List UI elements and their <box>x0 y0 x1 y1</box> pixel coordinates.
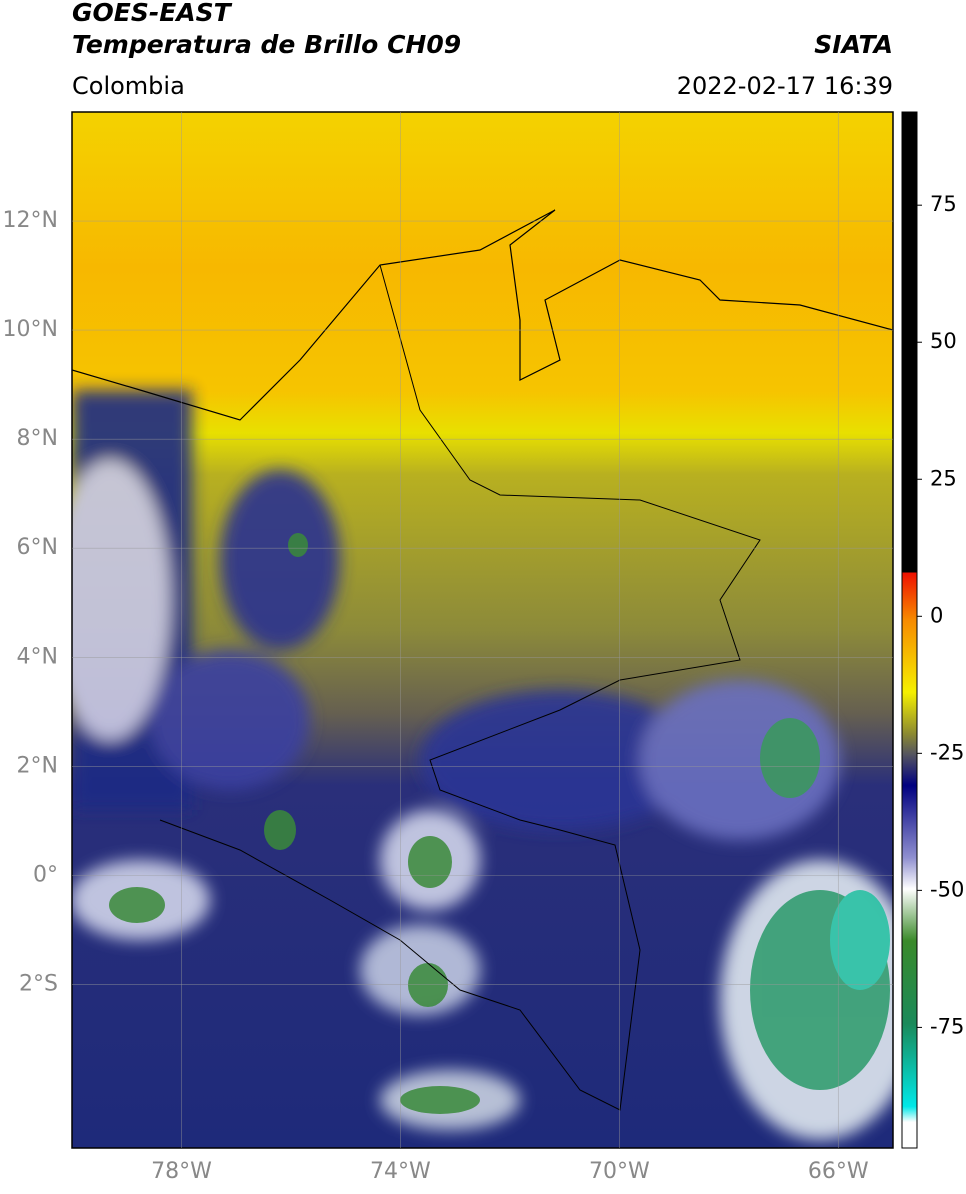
colorbar-tick-label: 25 <box>930 466 957 490</box>
source: SIATA <box>814 30 893 59</box>
colorbar-tick-label: 50 <box>930 329 957 353</box>
colorbar-tick-label: -25 <box>930 740 964 764</box>
colorbar-tick-label: 75 <box>930 192 957 216</box>
region: Colombia <box>72 72 185 100</box>
colorbar-tick-label: 0 <box>930 603 943 627</box>
y-tick-label: 12°N <box>3 208 58 233</box>
x-tick-label: 78°W <box>151 1159 212 1184</box>
y-tick-label: 6°N <box>17 535 58 560</box>
title: GOES-EAST <box>72 0 233 27</box>
y-tick-label: 8°N <box>17 426 58 451</box>
datetime: 2022-02-17 16:39 <box>677 72 893 100</box>
x-tick-label: 66°W <box>808 1159 869 1184</box>
colorbar-tick-label: -75 <box>930 1014 964 1038</box>
x-tick-label: 74°W <box>370 1159 431 1184</box>
subtitle: Temperatura de Brillo CH09 <box>72 30 461 59</box>
x-tick-label: 70°W <box>589 1159 650 1184</box>
colorbar-tick-label: -50 <box>930 877 964 901</box>
y-tick-label: 0° <box>33 862 58 887</box>
satellite-image <box>72 112 893 1148</box>
y-tick-label: 4°N <box>17 644 58 669</box>
colorbar <box>901 111 918 1149</box>
y-tick-label: 2°S <box>19 971 58 996</box>
y-tick-label: 10°N <box>3 317 58 342</box>
y-tick-label: 2°N <box>17 753 58 778</box>
map-frame <box>71 111 894 1149</box>
